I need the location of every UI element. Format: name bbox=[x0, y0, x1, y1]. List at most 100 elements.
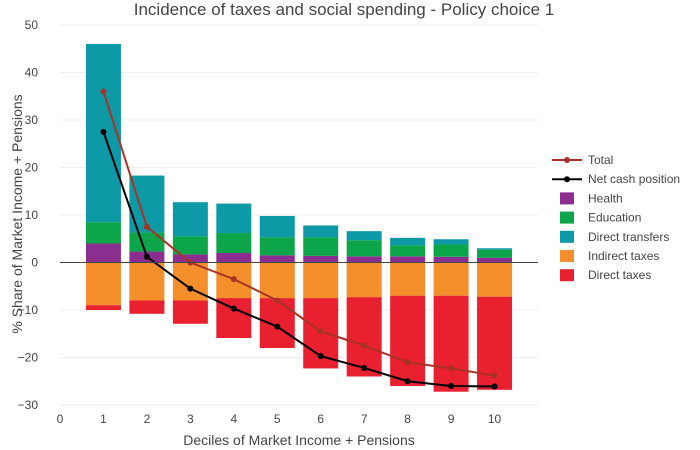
bar-indirect-taxes[interactable] bbox=[477, 262, 513, 297]
bar-education[interactable] bbox=[85, 222, 121, 244]
bar-indirect-taxes[interactable] bbox=[85, 262, 121, 306]
point-net-cash-position[interactable] bbox=[143, 253, 150, 260]
point-total[interactable] bbox=[491, 372, 498, 379]
legend-bar-swatch bbox=[560, 211, 574, 224]
bar-direct-taxes[interactable] bbox=[259, 298, 295, 348]
bar-direct-taxes[interactable] bbox=[129, 300, 165, 314]
legend-label: Health bbox=[588, 191, 623, 205]
legend-marker bbox=[564, 176, 570, 183]
bar-direct-transfers[interactable] bbox=[216, 203, 252, 234]
point-net-cash-position[interactable] bbox=[361, 364, 368, 371]
bar-direct-transfers[interactable] bbox=[303, 225, 339, 238]
x-tick-label: 7 bbox=[361, 412, 368, 426]
bar-education[interactable] bbox=[216, 233, 252, 253]
legend-bar-swatch bbox=[560, 250, 574, 262]
bar-health[interactable] bbox=[85, 243, 121, 263]
legend-item-education[interactable]: Education bbox=[560, 211, 641, 225]
bar-direct-transfers[interactable] bbox=[259, 215, 295, 238]
x-tick-label: 9 bbox=[448, 412, 455, 426]
point-net-cash-position[interactable] bbox=[187, 285, 194, 292]
point-net-cash-position[interactable] bbox=[404, 378, 411, 385]
point-total[interactable] bbox=[274, 297, 281, 304]
point-total[interactable] bbox=[404, 359, 411, 366]
legend-label: Indirect taxes bbox=[588, 249, 659, 263]
bar-health[interactable] bbox=[346, 256, 382, 263]
bar-indirect-taxes[interactable] bbox=[129, 262, 165, 301]
line-total[interactable] bbox=[102, 91, 495, 377]
bar-education[interactable] bbox=[433, 244, 469, 257]
x-tick-label: 1 bbox=[100, 412, 107, 426]
y-tick-label: 40 bbox=[25, 66, 39, 80]
legend-item-direct-transfers[interactable]: Direct transfers bbox=[560, 230, 669, 244]
bar-education[interactable] bbox=[390, 245, 426, 257]
bar-health[interactable] bbox=[477, 257, 513, 263]
legend-label: Education bbox=[588, 211, 641, 225]
point-net-cash-position[interactable] bbox=[100, 128, 107, 135]
line-net-cash-position[interactable] bbox=[102, 131, 495, 388]
legend-label: Net cash position bbox=[588, 172, 680, 186]
point-total[interactable] bbox=[317, 328, 324, 335]
bar-indirect-taxes[interactable] bbox=[303, 262, 339, 299]
bar-direct-taxes[interactable] bbox=[346, 297, 382, 377]
bar-direct-taxes[interactable] bbox=[216, 298, 252, 339]
bar-education[interactable] bbox=[129, 232, 165, 252]
bar-indirect-taxes[interactable] bbox=[346, 262, 382, 298]
legend-bar-swatch bbox=[560, 230, 574, 243]
point-net-cash-position[interactable] bbox=[274, 323, 281, 330]
y-tick-label: 0 bbox=[31, 256, 38, 270]
bar-direct-taxes[interactable] bbox=[85, 305, 121, 310]
legend-item-indirect-taxes[interactable]: Indirect taxes bbox=[560, 249, 659, 263]
point-total[interactable] bbox=[100, 88, 107, 95]
legend-item-net-cash-position[interactable]: Net cash position bbox=[552, 172, 680, 186]
legend-label: Direct taxes bbox=[588, 268, 651, 282]
bar-health[interactable] bbox=[303, 255, 339, 263]
x-tick-label: 2 bbox=[144, 412, 151, 426]
point-total[interactable] bbox=[361, 342, 368, 349]
bar-direct-transfers[interactable] bbox=[346, 231, 382, 241]
bar-indirect-taxes[interactable] bbox=[390, 262, 426, 296]
y-tick-label: 20 bbox=[25, 161, 39, 175]
legend-item-direct-taxes[interactable]: Direct taxes bbox=[560, 268, 651, 282]
x-axis-title: Deciles of Market Income + Pensions bbox=[183, 432, 415, 448]
x-tick-label: 3 bbox=[187, 412, 194, 426]
legend-item-health[interactable]: Health bbox=[560, 191, 623, 205]
y-tick-label: −30 bbox=[18, 398, 39, 412]
legend-item-total[interactable]: Total bbox=[552, 153, 613, 167]
point-net-cash-position[interactable] bbox=[317, 353, 324, 360]
x-tick-label: 6 bbox=[317, 412, 324, 426]
legend[interactable]: Total Net cash position Health Education Dir… bbox=[552, 153, 680, 282]
bar-direct-taxes[interactable] bbox=[172, 300, 208, 324]
bar-direct-transfers[interactable] bbox=[390, 237, 426, 246]
bar-direct-transfers[interactable] bbox=[477, 248, 513, 250]
bar-health[interactable] bbox=[390, 256, 426, 263]
point-total[interactable] bbox=[143, 223, 150, 230]
point-total[interactable] bbox=[230, 276, 237, 283]
bar-health[interactable] bbox=[172, 254, 208, 263]
x-tick-label: 10 bbox=[488, 412, 502, 426]
bar-direct-taxes[interactable] bbox=[390, 295, 426, 386]
x-tick-label: 4 bbox=[230, 412, 237, 426]
bar-direct-transfers[interactable] bbox=[433, 239, 469, 245]
bar-indirect-taxes[interactable] bbox=[433, 262, 469, 296]
bar-direct-transfers[interactable] bbox=[172, 202, 208, 237]
bar-education[interactable] bbox=[303, 237, 339, 256]
bar-education[interactable] bbox=[259, 237, 295, 256]
point-total[interactable] bbox=[448, 365, 455, 372]
point-net-cash-position[interactable] bbox=[448, 383, 455, 389]
point-net-cash-position[interactable] bbox=[491, 383, 498, 390]
y-axis-title: % Share of Market Income + Pensions bbox=[9, 94, 25, 333]
bar-health[interactable] bbox=[433, 256, 469, 263]
point-net-cash-position[interactable] bbox=[230, 305, 237, 312]
y-tick-label: 50 bbox=[25, 18, 39, 32]
bar-direct-taxes[interactable] bbox=[433, 295, 469, 392]
legend-marker bbox=[564, 157, 570, 163]
bar-education[interactable] bbox=[172, 236, 208, 255]
y-tick-label: −10 bbox=[18, 303, 39, 317]
bar-education[interactable] bbox=[477, 249, 513, 258]
bar-education[interactable] bbox=[346, 240, 382, 257]
y-tick-label: 30 bbox=[25, 113, 39, 127]
bar-indirect-taxes[interactable] bbox=[259, 262, 295, 299]
bar-health[interactable] bbox=[216, 253, 252, 263]
bar-health[interactable] bbox=[259, 255, 295, 263]
